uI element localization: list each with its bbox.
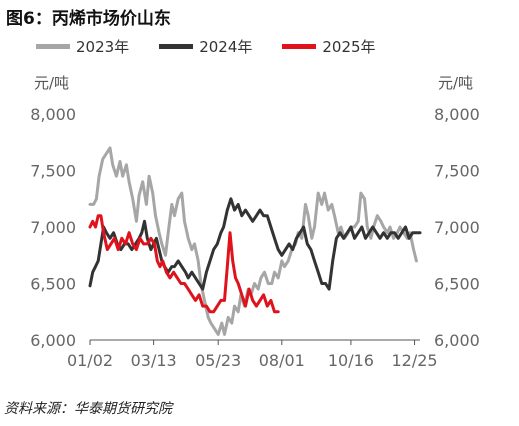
- series-line-1: [88, 197, 422, 291]
- y-unit-right: 元/吨: [438, 74, 473, 92]
- legend-swatch-2023: [36, 44, 70, 49]
- legend-item-2023: 2023年: [36, 36, 129, 57]
- y-tick-label-right-4: 8,000: [434, 105, 480, 124]
- y-tick-label-left-4: 8,000: [30, 105, 76, 124]
- chart-legend: 2023年 2024年 2025年: [36, 36, 376, 57]
- y-tick-label-left-0: 6,000: [30, 331, 76, 350]
- x-tick-label-3: 08/01: [259, 351, 305, 370]
- x-tick-label-5: 12/25: [391, 351, 437, 370]
- legend-swatch-2025: [282, 44, 317, 49]
- chart-title: 图6：丙烯市场价山东: [6, 9, 171, 29]
- series-layer: [88, 146, 422, 336]
- legend-item-2024: 2024年: [159, 36, 252, 57]
- series-line-0: [88, 146, 418, 336]
- x-tick-label-0: 01/02: [67, 351, 113, 370]
- legend-item-2025: 2025年: [282, 36, 376, 57]
- legend-label-2023: 2023年: [76, 38, 130, 56]
- legend-label-2025: 2025年: [322, 38, 376, 56]
- y-tick-label-right-2: 7,000: [434, 218, 480, 237]
- x-tick-label-4: 10/16: [328, 351, 374, 370]
- y-tick-label-right-3: 7,500: [434, 162, 480, 181]
- y-unit-left: 元/吨: [34, 74, 69, 92]
- legend-label-2024: 2024年: [199, 38, 253, 56]
- y-tick-label-left-2: 7,000: [30, 218, 76, 237]
- axes: 6,000 6,000 6,500 6,500 7,000 7,000 7,500 7,500…: [30, 105, 480, 370]
- y-tick-label-right-1: 6,500: [434, 275, 480, 294]
- x-tick-label-1: 03/13: [131, 351, 177, 370]
- y-tick-label-right-0: 6,000: [434, 331, 480, 350]
- source-note: 资料来源：华泰期货研究院: [4, 401, 172, 417]
- legend-swatch-2024: [159, 44, 194, 49]
- y-tick-label-left-3: 7,500: [30, 162, 76, 181]
- x-tick-label-2: 05/23: [195, 351, 241, 370]
- series-line-2: [88, 214, 280, 314]
- y-tick-label-left-1: 6,500: [30, 275, 76, 294]
